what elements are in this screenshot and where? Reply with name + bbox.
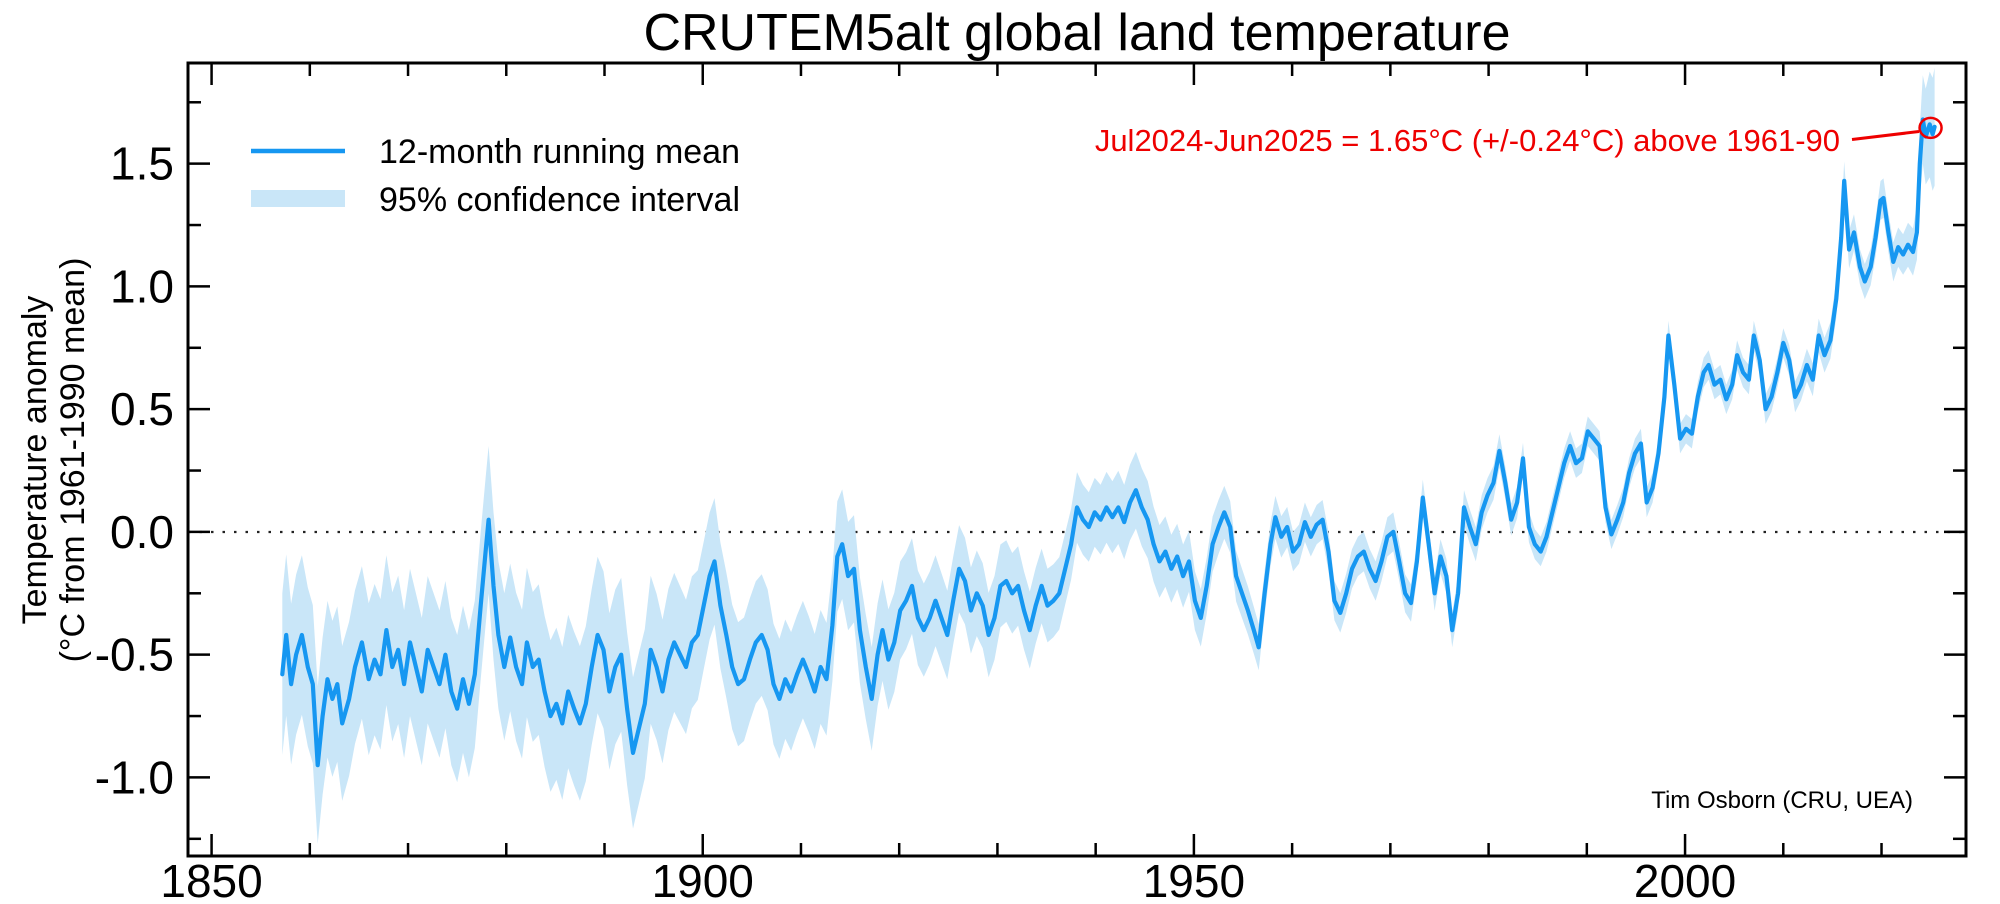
y-axis-tick-labels: -1.0 -0.5 0.0 0.5 1.0 1.5 — [95, 138, 174, 804]
legend-band-swatch — [251, 190, 345, 207]
axis-ticks — [188, 63, 1966, 856]
plot-frame — [186, 61, 1968, 858]
annotation-text: Jul2024-Jun2025 = 1.65°C (+/-0.24°C) abo… — [1095, 123, 1840, 158]
x-tick-label: 1850 — [160, 855, 262, 904]
x-axis-tick-labels: 1850 1900 1950 2000 — [160, 855, 1736, 904]
x-tick-label: 1950 — [1143, 855, 1245, 904]
y-tick-label: 1.5 — [110, 138, 174, 190]
credit-text: Tim Osborn (CRU, UEA) — [1651, 787, 1913, 814]
x-tick-label: 2000 — [1634, 855, 1736, 904]
y-axis-label-line1: Temperature anomaly — [16, 296, 54, 625]
legend-label-running-mean: 12-month running mean — [379, 133, 740, 171]
confidence-band — [282, 67, 1935, 844]
annotation-end-circle — [1918, 116, 1943, 140]
x-tick-label: 1900 — [652, 855, 754, 904]
y-tick-label: 1.0 — [110, 260, 174, 312]
chart-title: CRUTEM5alt global land temperature — [643, 4, 1510, 62]
legend-label-confidence: 95% confidence interval — [379, 181, 740, 219]
y-axis-label-line2: (°C from 1961-1990 mean) — [54, 258, 92, 663]
annotation-leader-line — [1851, 130, 1920, 141]
legend: 12-month running mean 95% confidence int… — [251, 133, 740, 219]
y-tick-label: 0.0 — [110, 506, 174, 558]
running-mean-line — [280, 117, 1937, 768]
annotation-group: Jul2024-Jun2025 = 1.65°C (+/-0.24°C) abo… — [1095, 116, 1943, 158]
y-tick-label: -0.5 — [95, 629, 174, 681]
y-tick-label: -1.0 — [95, 751, 174, 803]
y-tick-label: 0.5 — [110, 383, 174, 435]
